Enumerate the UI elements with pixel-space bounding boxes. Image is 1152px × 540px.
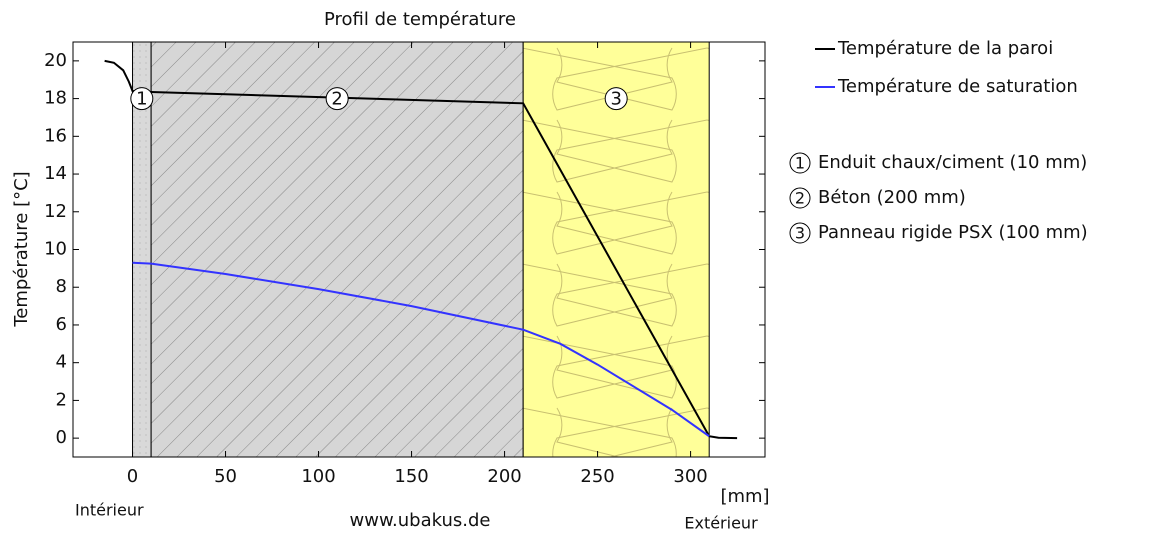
y-axis-label: Température [°C]	[11, 171, 32, 327]
layer-number: 2	[331, 89, 342, 110]
legend-label: Température de saturation	[837, 76, 1078, 97]
inside-label: Intérieur	[75, 501, 144, 520]
x-tick-label: 100	[301, 466, 335, 487]
layer-legend-number: 1	[795, 154, 805, 173]
y-tick-label: 14	[44, 163, 67, 184]
y-tick-label: 2	[56, 389, 67, 410]
x-tick-label: 300	[673, 466, 707, 487]
layer-legend-label: Enduit chaux/ciment (10 mm)	[818, 152, 1087, 173]
source: www.ubakus.de	[350, 510, 491, 531]
layer-number: 3	[610, 89, 621, 110]
legend-label: Température de la paroi	[837, 38, 1053, 59]
y-tick-label: 0	[56, 427, 67, 448]
y-tick-label: 6	[56, 314, 67, 335]
y-tick-label: 8	[56, 276, 67, 297]
y-tick-label: 18	[44, 88, 67, 109]
y-tick-label: 4	[56, 352, 67, 373]
y-tick-label: 10	[44, 239, 67, 260]
x-tick-label: 150	[394, 466, 428, 487]
x-tick-label: 0	[127, 466, 138, 487]
x-tick-label: 50	[214, 466, 237, 487]
layer-legend-number: 2	[795, 189, 805, 208]
layer-legend-label: Béton (200 mm)	[818, 187, 966, 208]
layer-number: 1	[136, 89, 147, 110]
x-tick-label: 200	[487, 466, 521, 487]
y-tick-label: 20	[44, 50, 67, 71]
x-tick-label: 250	[580, 466, 614, 487]
chart-title: Profil de température	[324, 9, 516, 30]
x-unit: [mm]	[720, 486, 769, 507]
y-tick-label: 12	[44, 201, 67, 222]
outside-label: Extérieur	[684, 514, 758, 533]
layer-legend-label: Panneau rigide PSX (100 mm)	[818, 222, 1088, 243]
chart: Profil de température Température [°C] […	[0, 0, 1152, 536]
y-tick-label: 16	[44, 125, 67, 146]
layer-legend-number: 3	[795, 224, 805, 243]
